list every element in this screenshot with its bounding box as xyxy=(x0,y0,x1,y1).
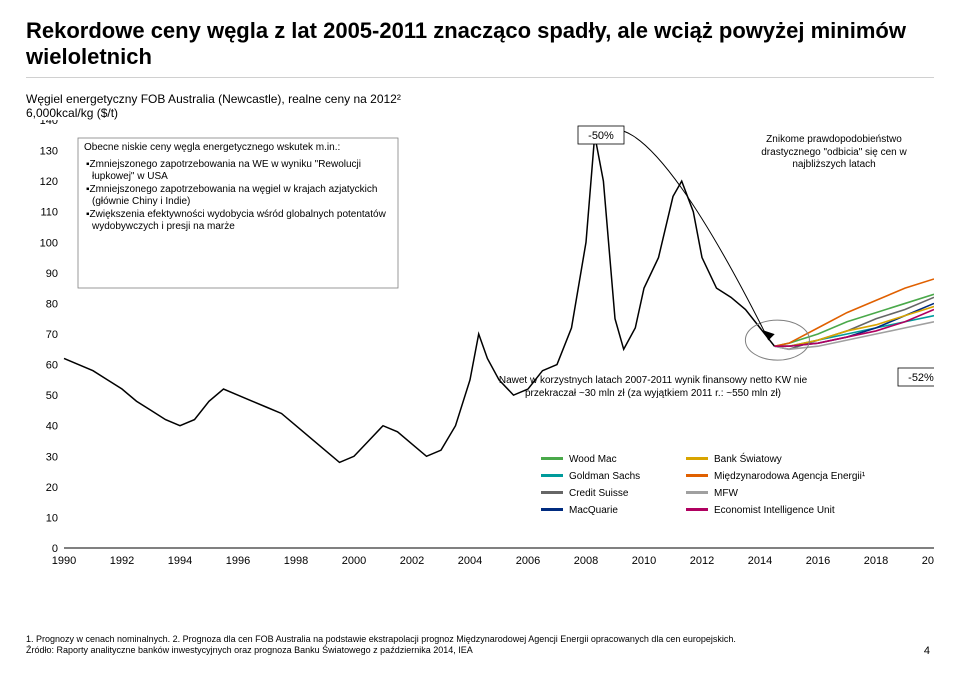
footnote-1: 1. Prognozy w cenach nominalnych. 2. Pro… xyxy=(26,634,906,646)
svg-text:110: 110 xyxy=(40,206,58,218)
svg-text:0: 0 xyxy=(52,543,58,555)
svg-text:30: 30 xyxy=(46,451,58,463)
svg-text:2012: 2012 xyxy=(690,555,714,567)
svg-text:Economist Intelligence Unit: Economist Intelligence Unit xyxy=(714,505,835,516)
svg-text:1994: 1994 xyxy=(168,555,192,567)
svg-text:130: 130 xyxy=(40,145,58,157)
svg-text:1992: 1992 xyxy=(110,555,134,567)
svg-text:-50%: -50% xyxy=(588,130,614,142)
svg-text:2008: 2008 xyxy=(574,555,598,567)
svg-text:1996: 1996 xyxy=(226,555,250,567)
svg-text:10: 10 xyxy=(46,512,58,524)
svg-text:Bank Światowy: Bank Światowy xyxy=(714,452,782,465)
svg-text:1998: 1998 xyxy=(284,555,308,567)
svg-text:Wood Mac: Wood Mac xyxy=(569,454,617,465)
footnote-2: Źródło: Raporty analityczne banków inwes… xyxy=(26,645,906,657)
svg-text:1990: 1990 xyxy=(52,555,76,567)
chart-subtitle-1: Węgiel energetyczny FOB Australia (Newca… xyxy=(26,92,934,106)
svg-text:2010: 2010 xyxy=(632,555,656,567)
svg-text:Goldman Sachs: Goldman Sachs xyxy=(569,471,640,482)
svg-text:2006: 2006 xyxy=(516,555,540,567)
chart-subtitle-2: 6,000kcal/kg ($/t) xyxy=(26,106,934,120)
svg-text:100: 100 xyxy=(40,237,58,249)
svg-text:2018: 2018 xyxy=(864,555,888,567)
svg-text:50: 50 xyxy=(46,390,58,402)
page-title: Rekordowe ceny węgla z lat 2005-2011 zna… xyxy=(26,18,934,71)
svg-text:90: 90 xyxy=(46,268,58,280)
svg-text:70: 70 xyxy=(46,329,58,341)
price-chart: 0 10 20 30 40 50 60 70 80 90 100 110 120 130 140 1990 19… xyxy=(26,120,934,568)
svg-text:2014: 2014 xyxy=(748,555,772,567)
svg-text:2002: 2002 xyxy=(400,555,424,567)
svg-text:2004: 2004 xyxy=(458,555,482,567)
svg-text:2020: 2020 xyxy=(922,555,934,567)
svg-text:MacQuarie: MacQuarie xyxy=(569,505,618,516)
svg-text:40: 40 xyxy=(46,420,58,432)
svg-text:-52%: -52% xyxy=(908,372,934,384)
footnotes: 1. Prognozy w cenach nominalnych. 2. Pro… xyxy=(26,634,906,657)
svg-text:MFW: MFW xyxy=(714,488,738,499)
svg-text:2016: 2016 xyxy=(806,555,830,567)
svg-text:Międzynarodowa Agencja Energii: Międzynarodowa Agencja Energii¹ xyxy=(714,471,866,482)
svg-text:Credit Suisse: Credit Suisse xyxy=(569,488,629,499)
svg-text:2000: 2000 xyxy=(342,555,366,567)
page-number: 4 xyxy=(924,645,930,657)
svg-text:80: 80 xyxy=(46,298,58,310)
svg-text:20: 20 xyxy=(46,482,58,494)
svg-text:60: 60 xyxy=(46,359,58,371)
svg-text:120: 120 xyxy=(40,176,58,188)
svg-text:140: 140 xyxy=(40,120,58,127)
